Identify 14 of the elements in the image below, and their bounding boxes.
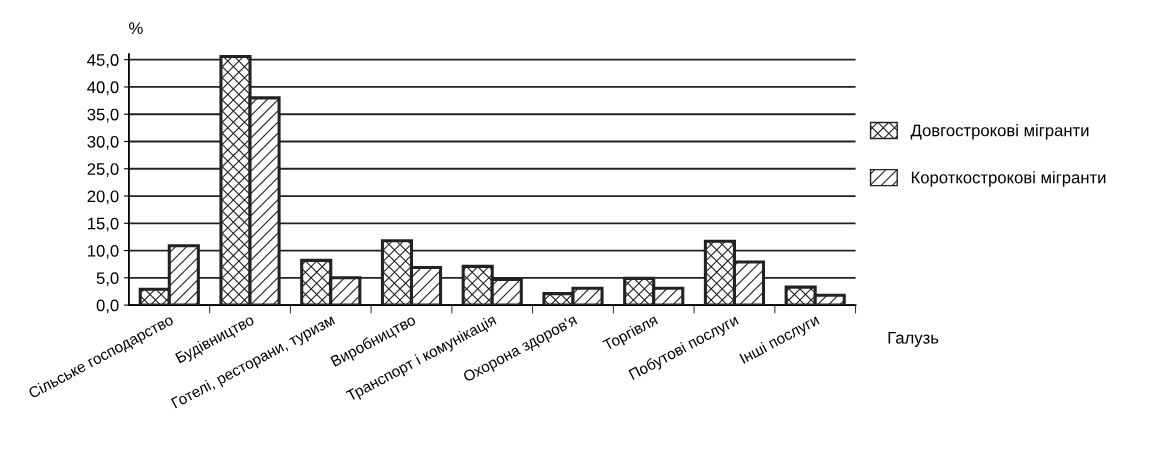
y-tick-label: 15,0 [88, 217, 119, 232]
y-tick-label: 45,0 [87, 54, 119, 68]
y-tick-label: 0,0 [96, 299, 119, 314]
legend-label: Довгострокові мігранти [910, 124, 1089, 140]
legend-label: Короткострокові мігранти [911, 171, 1106, 187]
y-tick-label: 35,0 [87, 108, 119, 123]
y-axis-title: % [129, 22, 143, 34]
y-tick-label: 5,0 [96, 272, 119, 286]
y-tick-label: 10,0 [88, 244, 119, 259]
y-tick-label: 25,0 [87, 163, 119, 177]
x-axis-title: Галузь [888, 332, 939, 347]
y-tick-label: 20,0 [87, 190, 119, 205]
y-tick-label: 40,0 [87, 81, 119, 96]
y-tick-label: 30,0 [87, 135, 119, 150]
